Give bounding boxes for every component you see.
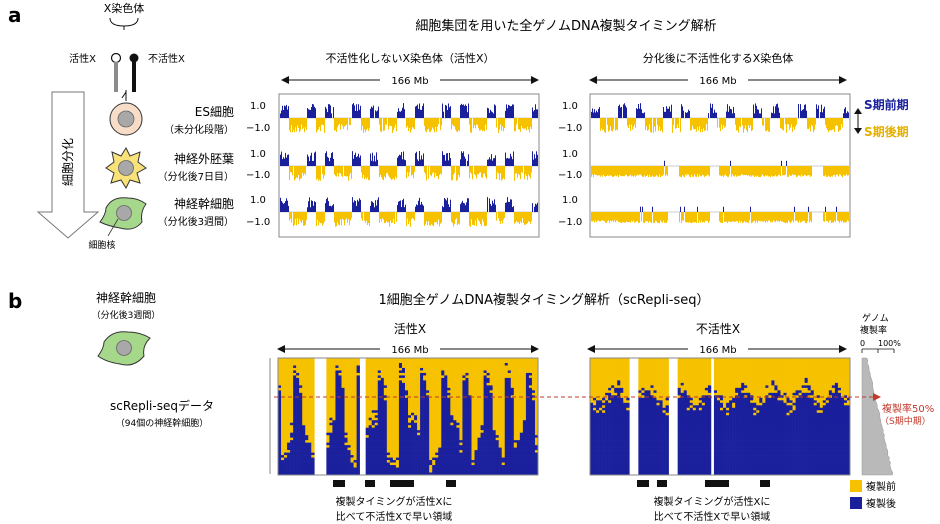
legend-pre-swatch [850,480,862,492]
inactive-x-track-1 [591,160,849,178]
panel-b-right-scale-label: 166 Mb [699,345,736,356]
active-x-centromere-icon [110,52,122,64]
inactive-x-track-2 [591,206,849,224]
ytick-ecto-left-top: 1.0 [250,149,266,160]
rate-tick-100: 100% [878,339,901,348]
rate-50-label: 複製率50% [882,402,934,415]
region-marker-7 [760,480,770,487]
panel-b-letter: b [8,289,22,313]
panel-b-cell-sub: （分化後3週間） [92,309,161,321]
region-marker-3 [446,480,456,487]
screpli-data-sub: （94個の神経幹細胞） [116,417,208,429]
ytick-nsc-left-top: 1.0 [250,195,266,206]
row-sub-nsc: （分化後3週間） [158,215,234,228]
panel-a-left-frame [278,93,540,238]
panel-b-left-title: 活性X [394,322,426,336]
legend-post-label: 複製後 [866,497,896,510]
active-x-track-0 [280,103,538,133]
ytick-es-right-top: 1.0 [562,101,578,112]
panel-b-cell-name: 神経幹細胞 [96,290,156,305]
ytick-ecto-left-bottom: −1.0 [246,170,270,181]
right-note-line2: 比べて不活性Xで早い領域 [654,510,770,523]
row-label-es: ES細胞 [195,105,234,119]
x-chromosome-diagram: X染色体 活性X 不活性X [69,1,185,101]
panel-a-right-scale: 166 Mb [589,76,847,87]
region-marker-4 [637,480,649,487]
panel-a-left-scale-label: 166 Mb [391,76,428,87]
legend-s-late: S期後期 [864,124,909,139]
rate-50-sub: （S期中期） [880,415,931,427]
inactive-x-heatmap [589,357,851,476]
panel-a-letter: a [8,3,22,27]
active-x-label: 活性X [69,52,96,65]
ytick-ecto-right-top: 1.0 [562,149,578,160]
panel-b-title: 1細胞全ゲノムDNA複製タイミング解析（scRepli-seq） [378,292,709,308]
screpli-data-label: scRepli-seqデータ [110,398,214,413]
row-label-nsc: 神経幹細胞 [174,196,234,211]
panel-a-tracks [280,103,849,227]
ytick-nsc-right-top: 1.0 [562,195,578,206]
left-note-line1: 複製タイミングが活性Xに [336,495,453,508]
differentiation-label: 細胞分化 [61,138,75,186]
legend-pre-label: 複製前 [866,480,896,493]
region-marker-6 [705,480,729,487]
genome-replication-rate-plot [861,357,893,476]
row-label-ecto: 神経外胚葉 [174,152,234,166]
panel-a-right-scale-label: 166 Mb [699,76,736,87]
inactive-x-track-0 [591,103,849,133]
left-note-line2: 比べて不活性Xで早い領域 [336,510,452,523]
active-x-track-1 [280,151,538,181]
panel-b-nsc-cell-icon [97,331,151,366]
es-cell-icon [109,102,143,136]
legend-s-early: S期前期 [864,97,909,112]
x-chrom-label: X染色体 [104,1,145,15]
panel-a-left-col-title: 不活性化しないX染色体（活性X） [325,51,494,65]
early-region-markers [333,480,770,487]
panel-b-legend: 複製前 複製後 [850,480,896,510]
panel-a-right-col-title: 分化後に不活性化するX染色体 [643,51,794,65]
panel-a-left-scale: 166 Mb [281,76,539,87]
panel-a-y-ticks: 1.0 −1.0 1.0 −1.0 1.0 −1.0 1.0 −1.0 1.0 … [246,101,582,228]
differentiation-arrow: 細胞分化 [36,91,100,239]
right-note-line1: 複製タイミングが活性Xに [654,495,771,508]
active-x-chromosome-icon [114,62,118,92]
panel-a-right-frame [589,93,851,238]
panel-b-left-scale-label: 166 Mb [391,345,428,356]
inactive-x-label: 不活性X [148,52,185,65]
region-marker-5 [657,480,667,487]
ytick-es-left-top: 1.0 [250,101,266,112]
region-marker-2 [390,480,414,487]
row-sub-es: （未分化段階） [164,123,234,136]
ytick-nsc-right-bottom: −1.0 [558,217,582,228]
ytick-ecto-right-bottom: −1.0 [558,170,582,181]
nsc-cell-icon: 細胞核 [88,197,147,251]
nucleus-label: 細胞核 [88,239,115,251]
panel-b-right-title: 不活性X [696,322,740,336]
active-x-heatmap [277,357,539,476]
active-x-track-2 [280,197,538,227]
panel-a-title: 細胞集団を用いた全ゲノムDNA複製タイミング解析 [415,18,716,34]
ytick-es-right-bottom: −1.0 [558,123,582,134]
legend-post-swatch [850,497,862,509]
panel-b-left-scale: 166 Mb [277,345,539,356]
ytick-nsc-left-bottom: −1.0 [246,217,270,228]
genome-rate-label-2: 複製率 [860,324,887,336]
row-sub-ecto: （分化後7日目） [158,170,234,183]
rate-tick-0: 0 [860,339,865,348]
inactive-x-chromosome-icon [132,62,136,92]
panel-b-right-scale: 166 Mb [587,345,847,356]
genome-rate-label-1: ゲノム [862,312,889,324]
rate-50-marker: 複製率50% （S期中期） [274,393,934,427]
genome-rate-header: ゲノム 複製率 0 100% [860,312,901,353]
ytick-es-left-bottom: −1.0 [246,123,270,134]
region-marker-0 [333,480,345,487]
panel-a-legend: S期前期 S期後期 [854,97,909,139]
neuroectoderm-cell-icon [105,146,147,190]
inactive-x-centromere-icon [129,53,139,63]
region-marker-1 [365,480,375,487]
